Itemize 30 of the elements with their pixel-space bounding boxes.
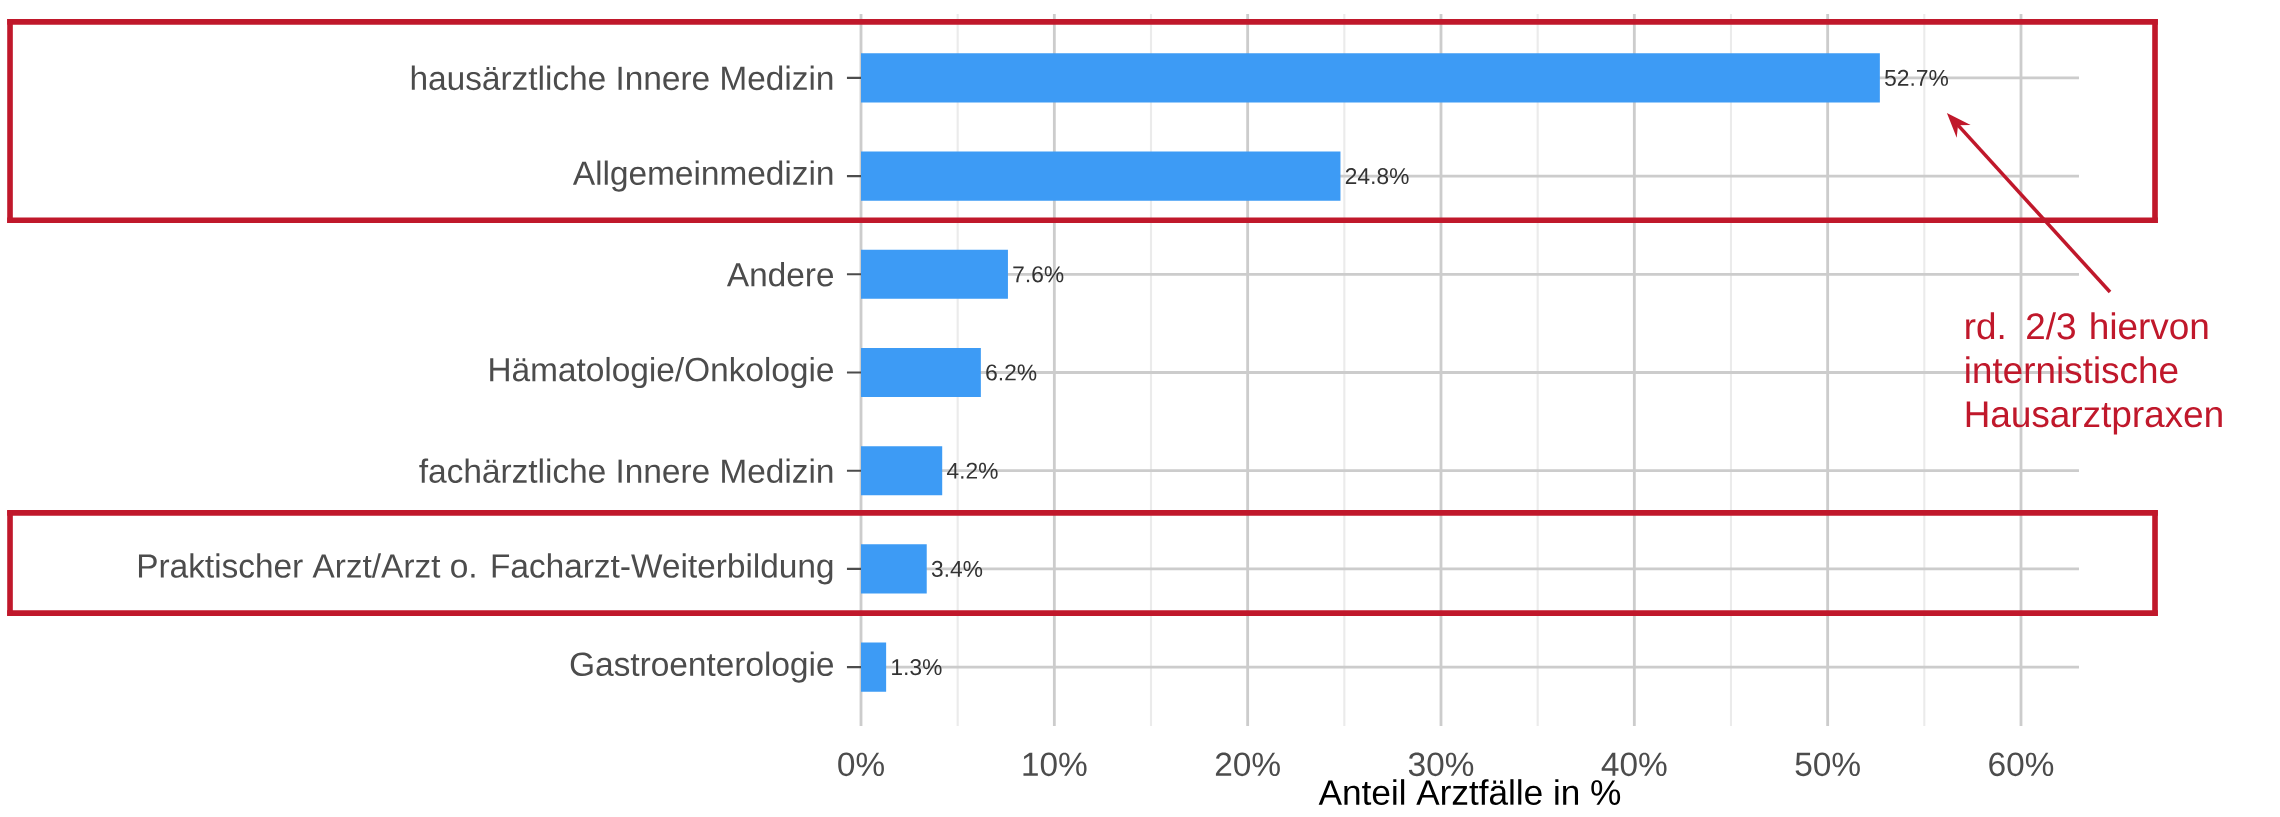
y-tick-label: Gastroenterologie — [570, 651, 833, 683]
bar — [861, 348, 981, 398]
data-label: 1.3% — [892, 659, 942, 676]
bar — [861, 151, 1341, 201]
y-tick-label: Andere — [726, 262, 834, 287]
x-tick-label: 20% — [1215, 752, 1280, 777]
data-label: 52.7% — [1885, 69, 1948, 87]
bar — [861, 249, 1008, 299]
data-label: 4.2% — [946, 462, 998, 479]
y-tick-label: Allgemeinmedizin — [572, 160, 833, 192]
data-label: 3.4% — [931, 560, 983, 578]
data-label: 24.8% — [1345, 168, 1409, 185]
x-axis-title: Anteil Arztfälle in % — [1318, 779, 1621, 806]
bar — [861, 544, 927, 594]
annotation: rd. 2/3 hiervon internistische Hausarztpraxen — [1966, 312, 2222, 435]
x-tick-label: 50% — [1795, 752, 1860, 777]
x-tick-label: 40% — [1601, 752, 1667, 777]
y-tick-label: hausärztliche Innere Medizin — [411, 65, 833, 91]
y-tick-label: Hämatologie/Onkologie — [490, 357, 833, 389]
data-label: 6.2% — [986, 364, 1037, 381]
x-tick-label: 60% — [1989, 752, 2054, 777]
x-tick-label: 10% — [1023, 752, 1087, 777]
data-label: 7.6% — [1013, 266, 1064, 283]
y-tick-label: Praktischer Arzt/Arzt o. Facharzt-Weiterbildung — [138, 553, 833, 585]
y-tick-label: fachärztliche Innere Medizin — [419, 458, 833, 484]
bar — [861, 53, 1880, 103]
x-tick-label: 0% — [838, 752, 884, 777]
bar — [861, 642, 887, 692]
bar — [861, 446, 943, 496]
x-tick-label: 30% — [1408, 752, 1474, 777]
